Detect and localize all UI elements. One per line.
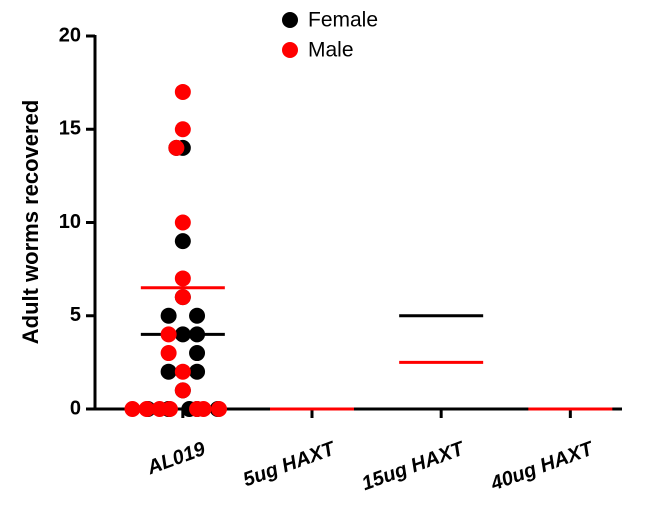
point (160, 345, 177, 362)
point (174, 326, 191, 343)
point (174, 83, 191, 100)
point (174, 289, 191, 306)
point (160, 307, 177, 324)
x-tick-label: 15ug HAXT (359, 437, 468, 495)
point (174, 233, 191, 250)
point (211, 401, 227, 417)
y-tick-label: 0 (70, 397, 81, 419)
point (174, 270, 191, 287)
y-tick-label: 10 (59, 211, 81, 233)
point (189, 363, 206, 380)
y-tick-label: 15 (59, 118, 81, 140)
point (174, 214, 191, 231)
point (189, 307, 206, 324)
legend-label: Male (308, 39, 354, 62)
point (160, 363, 177, 380)
point (174, 382, 191, 399)
x-tick-label: 40ug HAXT (487, 437, 597, 495)
point (195, 401, 212, 417)
point (160, 326, 177, 343)
point (124, 401, 141, 417)
legend-marker (282, 12, 298, 28)
point (174, 121, 191, 138)
y-axis-label: Adult worms recovered (18, 100, 43, 345)
point (151, 401, 168, 417)
point (189, 345, 206, 362)
x-tick-label: AL019 (143, 438, 209, 480)
legend-label: Female (308, 9, 378, 32)
y-tick-label: 5 (70, 304, 81, 326)
legend-marker (282, 42, 298, 58)
y-tick-label: 20 (59, 24, 81, 46)
point (168, 139, 185, 156)
point (174, 363, 191, 380)
x-tick-label: 5ug HAXT (240, 437, 339, 491)
point (138, 401, 155, 417)
point (189, 326, 206, 343)
